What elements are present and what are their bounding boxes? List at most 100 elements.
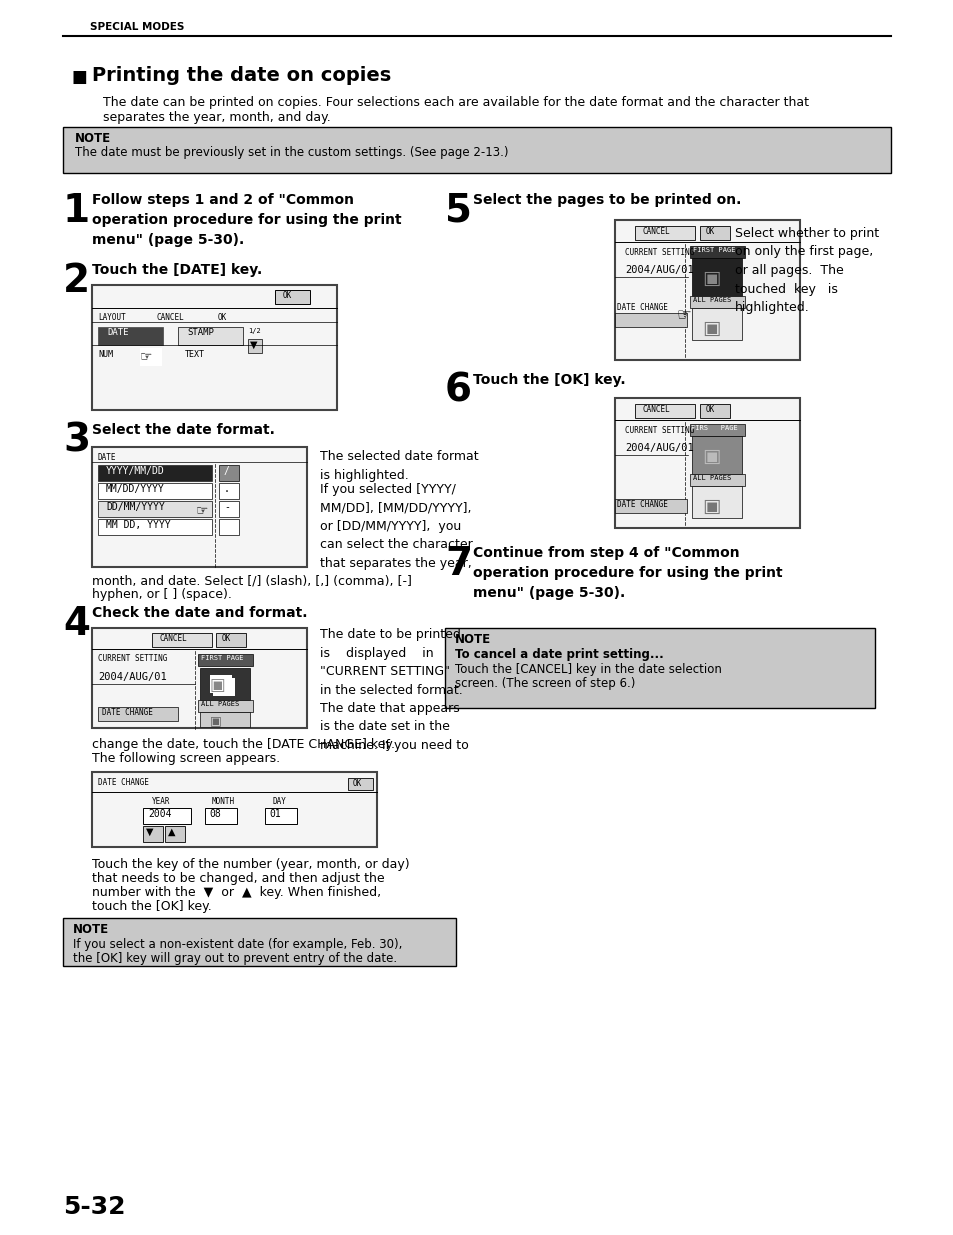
FancyBboxPatch shape [91,629,307,727]
Text: MM/DD/YYYY: MM/DD/YYYY [106,484,165,494]
FancyBboxPatch shape [615,220,800,359]
Text: DATE CHANGE: DATE CHANGE [98,778,149,787]
Text: screen. (The screen of step 6.): screen. (The screen of step 6.) [455,677,635,690]
FancyBboxPatch shape [143,808,191,824]
Text: 3: 3 [63,422,90,459]
Text: The date must be previously set in the custom settings. (See page 2-13.): The date must be previously set in the c… [75,146,508,159]
Text: OK: OK [218,312,227,322]
FancyBboxPatch shape [265,808,296,824]
Text: ▣: ▣ [701,447,720,466]
Text: that needs to be changed, and then adjust the: that needs to be changed, and then adjus… [91,872,384,885]
FancyBboxPatch shape [615,398,800,529]
Text: NUM: NUM [98,350,112,359]
Text: number with the  ▼  or  ▲  key. When finished,: number with the ▼ or ▲ key. When finishe… [91,885,381,899]
Text: 08: 08 [209,809,220,819]
Text: OK: OK [283,291,292,300]
Text: Follow steps 1 and 2 of "Common
operation procedure for using the print
menu" (p: Follow steps 1 and 2 of "Common operatio… [91,193,401,247]
FancyBboxPatch shape [140,348,162,366]
Text: touch the [OK] key.: touch the [OK] key. [91,900,212,913]
Text: 6: 6 [444,372,472,410]
Text: 4: 4 [63,605,90,643]
Text: NOTE: NOTE [455,634,491,646]
Text: The date can be printed on copies. Four selections each are available for the da: The date can be printed on copies. Four … [103,96,808,109]
Text: OK: OK [222,634,231,643]
Text: The date to be printed
is    displayed    in
"CURRENT SETTING"
in the selected f: The date to be printed is displayed in "… [319,629,468,752]
Text: 01: 01 [269,809,280,819]
Text: 5-32: 5-32 [63,1195,126,1219]
FancyBboxPatch shape [198,655,253,666]
Text: Select the pages to be printed on.: Select the pages to be printed on. [473,193,740,207]
Text: SPECIAL MODES: SPECIAL MODES [90,22,184,32]
Text: CANCEL: CANCEL [642,405,670,414]
Text: NOTE: NOTE [73,923,109,936]
Text: ALL PAGES: ALL PAGES [201,701,239,706]
Text: 5: 5 [444,191,472,230]
FancyBboxPatch shape [700,226,729,240]
FancyBboxPatch shape [98,327,163,345]
Text: 2004/AUG/01: 2004/AUG/01 [624,266,693,275]
Text: CURRENT SETTING: CURRENT SETTING [624,426,694,435]
Text: change the date, touch the [DATE CHANGE] key.: change the date, touch the [DATE CHANGE]… [91,739,395,751]
FancyBboxPatch shape [691,436,741,474]
Text: ALL PAGES: ALL PAGES [692,475,731,480]
Text: If you select a non-existent date (for example, Feb. 30),: If you select a non-existent date (for e… [73,939,402,951]
Text: 7: 7 [444,545,472,583]
Text: CURRENT SETTING: CURRENT SETTING [98,655,167,663]
Text: ▼: ▼ [146,827,153,837]
Text: Check the date and format.: Check the date and format. [91,606,307,620]
Text: Touch the [OK] key.: Touch the [OK] key. [473,373,625,387]
FancyBboxPatch shape [210,676,232,693]
FancyBboxPatch shape [98,466,212,480]
FancyBboxPatch shape [198,700,253,713]
FancyBboxPatch shape [200,668,250,700]
Text: ▲: ▲ [168,827,175,837]
Text: If you selected [YYYY/
MM/DD], [MM/DD/YYYY],
or [DD/MM/YYYY],  you
can select th: If you selected [YYYY/ MM/DD], [MM/DD/YY… [319,483,473,571]
FancyBboxPatch shape [348,778,373,790]
FancyBboxPatch shape [691,308,741,340]
Text: YYYY/MM/DD: YYYY/MM/DD [106,466,165,475]
Text: hyphen, or [ ] (space).: hyphen, or [ ] (space). [91,588,232,601]
FancyBboxPatch shape [274,290,310,304]
Text: NOTE: NOTE [75,132,111,144]
Text: The selected date format
is highlighted.: The selected date format is highlighted. [319,450,478,482]
FancyBboxPatch shape [143,826,163,842]
FancyBboxPatch shape [689,246,744,258]
Text: /: / [224,466,230,475]
Text: ☞: ☞ [195,503,209,517]
Text: DATE CHANGE: DATE CHANGE [617,500,667,509]
Text: The following screen appears.: The following screen appears. [91,752,280,764]
Text: Touch the [CANCEL] key in the date selection: Touch the [CANCEL] key in the date selec… [455,663,721,676]
Text: separates the year, month, and day.: separates the year, month, and day. [103,111,331,124]
Text: the [OK] key will gray out to prevent entry of the date.: the [OK] key will gray out to prevent en… [73,952,396,965]
Text: OK: OK [353,779,362,788]
FancyBboxPatch shape [248,338,262,353]
Text: Printing the date on copies: Printing the date on copies [91,65,391,85]
FancyBboxPatch shape [689,424,744,436]
Text: FIRS   PAGE: FIRS PAGE [690,425,737,431]
Text: DATE CHANGE: DATE CHANGE [617,303,667,312]
FancyBboxPatch shape [63,918,456,966]
Text: TEXT: TEXT [185,350,205,359]
FancyBboxPatch shape [165,826,185,842]
Text: ☞: ☞ [140,350,152,363]
Text: CANCEL: CANCEL [157,312,185,322]
FancyBboxPatch shape [219,483,239,499]
FancyBboxPatch shape [219,519,239,535]
FancyBboxPatch shape [689,296,744,308]
Text: 2: 2 [63,262,90,300]
Text: To cancel a date print setting...: To cancel a date print setting... [455,648,663,661]
Text: CURRENT SETTING: CURRENT SETTING [624,248,694,257]
FancyBboxPatch shape [615,499,686,513]
Text: Select the date format.: Select the date format. [91,424,274,437]
Text: Select whether to print
on only the first page,
or all pages.  The
touched  key : Select whether to print on only the firs… [734,227,879,314]
Text: ALL PAGES: ALL PAGES [692,296,731,303]
FancyBboxPatch shape [178,327,243,345]
Text: ☞: ☞ [677,306,691,324]
Text: FIRST PAGE: FIRST PAGE [201,655,243,661]
Text: 2004/AUG/01: 2004/AUG/01 [98,672,167,682]
Text: DATE CHANGE: DATE CHANGE [102,708,152,718]
Text: Continue from step 4 of "Common
operation procedure for using the print
menu" (p: Continue from step 4 of "Common operatio… [473,546,781,600]
FancyBboxPatch shape [700,404,729,417]
Text: OK: OK [705,405,715,414]
Text: .: . [224,484,230,494]
